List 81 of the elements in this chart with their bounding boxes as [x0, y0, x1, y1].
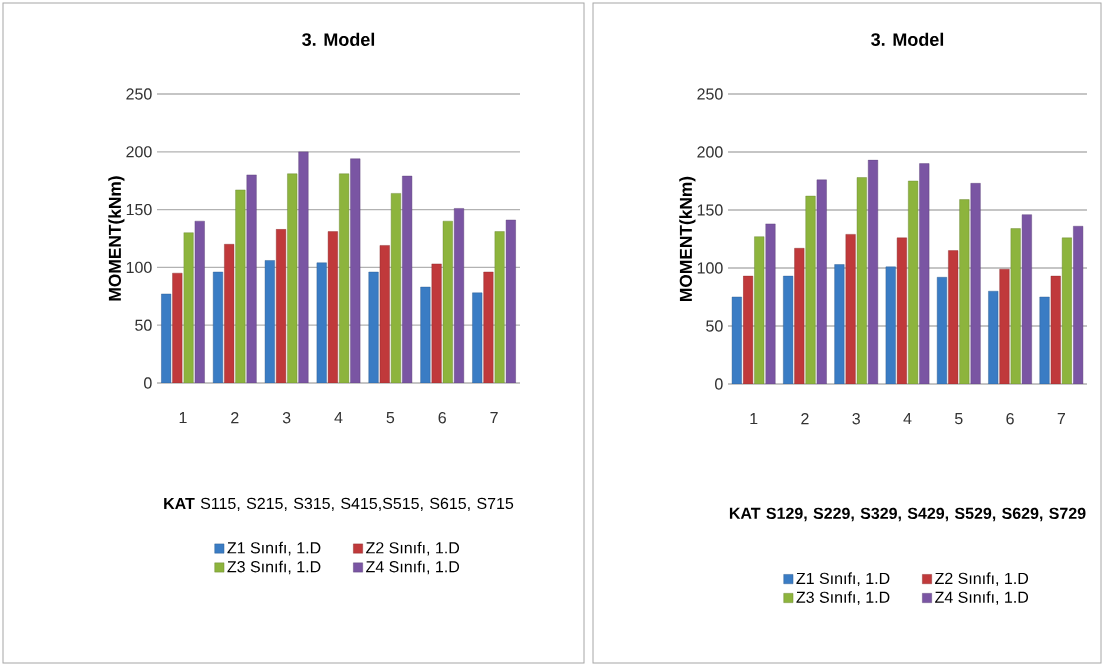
- x-tick-label: 6: [1006, 413, 1014, 425]
- bar: [276, 229, 287, 383]
- y-tick-label: 200: [126, 146, 152, 158]
- bar: [224, 244, 235, 383]
- bar: [1010, 228, 1021, 384]
- bar: [1039, 296, 1050, 384]
- bar: [765, 223, 776, 384]
- bar: [845, 234, 856, 384]
- bar: [1061, 237, 1072, 384]
- bar: [908, 180, 919, 384]
- bar: [298, 151, 309, 383]
- bar: [988, 291, 999, 384]
- x-axis-title: KAT S129, S229, S329, S429, S529, S629, S729: [729, 507, 1086, 522]
- y-axis-title: MOMENT(kNm): [679, 176, 696, 301]
- y-tick-label: 0: [144, 377, 152, 389]
- bar: [970, 183, 981, 384]
- y-tick-label: 100: [126, 261, 152, 274]
- x-tick-label: 3: [282, 412, 291, 424]
- bar: [885, 266, 896, 384]
- chart-title: 3. Model: [871, 32, 944, 46]
- y-tick-label: 50: [135, 319, 152, 331]
- bar: [454, 208, 465, 383]
- bar: [327, 231, 338, 383]
- y-tick-label: 150: [697, 204, 723, 216]
- bar: [999, 268, 1010, 384]
- legend-label: Z3 Sınıfı, 1.D: [227, 560, 321, 575]
- bar: [379, 245, 390, 383]
- chart-title: 3. Model: [302, 32, 375, 46]
- y-tick-label: 100: [697, 262, 723, 274]
- y-tick-label: 50: [706, 320, 723, 332]
- legend-label: Z4 Sınıfı, 1.D: [935, 591, 1029, 605]
- y-tick-label: 250: [697, 88, 723, 100]
- bar: [505, 219, 516, 383]
- bar: [472, 292, 483, 383]
- bar: [431, 263, 442, 383]
- bar: [194, 220, 205, 383]
- legend-label: Z3 Sınıfı, 1.D: [796, 591, 890, 605]
- bar: [420, 286, 431, 383]
- bar: [350, 158, 361, 383]
- bar: [402, 175, 413, 383]
- legend-label: Z4 Sınıfı, 1.D: [366, 560, 460, 575]
- x-tick-label: 5: [954, 413, 963, 425]
- bar: [959, 199, 970, 384]
- bar: [161, 293, 172, 383]
- bar: [856, 177, 867, 384]
- x-tick-label: 2: [801, 413, 809, 425]
- bar: [172, 272, 183, 383]
- y-tick-label: 0: [715, 378, 723, 390]
- bar: [368, 271, 379, 383]
- y-tick-label: 200: [697, 146, 723, 158]
- x-tick-label: 7: [490, 412, 498, 424]
- bar: [316, 262, 327, 383]
- x-tick-label: 1: [179, 412, 187, 424]
- x-tick-label: 3: [852, 413, 860, 425]
- bar: [246, 174, 257, 383]
- bar: [212, 271, 223, 383]
- legend-label: Z1 Sınıfı, 1.D: [796, 572, 890, 586]
- bar: [936, 277, 947, 384]
- x-tick-label: 4: [903, 413, 912, 425]
- x-tick-label: 2: [231, 412, 239, 424]
- bar: [264, 260, 275, 383]
- y-tick-label: 150: [126, 203, 152, 216]
- legend-label: Z2 Sınıfı, 1.D: [366, 541, 460, 556]
- bar: [834, 264, 845, 384]
- x-axis-title: KAT S115, S215, S315, S415,S515, S615, S715: [164, 497, 514, 511]
- bar: [805, 195, 816, 384]
- legend-label: Z2 Sınıfı, 1.D: [935, 572, 1029, 586]
- legend-label: Z1 Sınıfı, 1.D: [227, 541, 321, 556]
- x-tick-label: 1: [750, 413, 758, 425]
- x-tick-label: 7: [1057, 413, 1065, 425]
- bar: [754, 236, 765, 384]
- x-tick-label: 4: [334, 412, 343, 424]
- y-tick-label: 250: [126, 88, 152, 100]
- x-tick-label: 5: [386, 412, 395, 424]
- bar: [235, 189, 246, 383]
- bar: [783, 275, 794, 384]
- y-axis-title: MOMENT(kNm): [108, 176, 125, 301]
- bar: [483, 271, 494, 383]
- bar: [183, 232, 194, 383]
- bar: [731, 296, 742, 384]
- x-tick-label: 6: [438, 412, 446, 424]
